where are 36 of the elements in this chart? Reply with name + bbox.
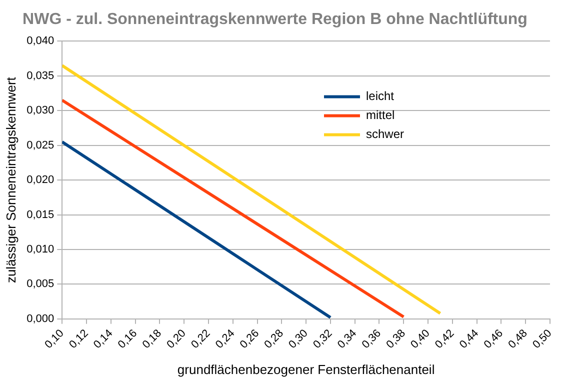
y-tick-label: 0,035 xyxy=(26,70,54,82)
x-tick-label: 0,24 xyxy=(214,327,238,352)
x-tick-label: 0,12 xyxy=(67,327,91,352)
legend-label: schwer xyxy=(366,127,404,142)
x-tick-label: 0,50 xyxy=(530,327,554,352)
x-tick-label: 0,28 xyxy=(262,327,286,352)
x-tick-label: 0,18 xyxy=(140,327,164,352)
y-tick-label: 0,015 xyxy=(26,208,54,221)
x-tick-label: 0,14 xyxy=(92,327,116,352)
x-tick-label: 0,46 xyxy=(482,327,506,352)
y-tick-label: 0,000 xyxy=(26,312,54,325)
x-tick-label: 0,40 xyxy=(408,327,432,352)
legend-label: mittel xyxy=(366,108,395,122)
chart-title: NWG - zul. Sonneneintragskennwerte Region B ohne Nachtlüftung xyxy=(22,11,528,28)
x-tick-label: 0,10 xyxy=(42,327,66,352)
y-tick-label: 0,040 xyxy=(26,35,54,48)
x-tick-label: 0,22 xyxy=(189,327,213,352)
legend-label: leicht xyxy=(366,89,395,104)
x-tick-label: 0,42 xyxy=(433,327,457,352)
x-tick-label: 0,20 xyxy=(164,327,188,352)
x-tick-label: 0,34 xyxy=(335,327,360,352)
x-tick-label: 0,32 xyxy=(311,327,335,352)
y-tick-label: 0,005 xyxy=(26,278,54,290)
x-tick-label: 0,36 xyxy=(360,327,384,352)
y-tick-label: 0,020 xyxy=(26,174,54,186)
x-tick-label: 0,38 xyxy=(384,327,408,352)
y-tick-label: 0,010 xyxy=(26,244,54,256)
x-tick-label: 0,44 xyxy=(457,327,482,352)
y-axis-title: zulässiger Sonneneintragskennwert xyxy=(3,76,18,284)
x-tick-label: 0,48 xyxy=(506,327,530,352)
y-tick-label: 0,030 xyxy=(26,104,54,117)
x-axis-title: grundflächenbezogener Fensterflächenanteil xyxy=(177,362,435,377)
y-tick-label: 0,025 xyxy=(26,139,54,152)
x-tick-label: 0,30 xyxy=(286,327,310,352)
x-tick-label: 0,16 xyxy=(116,327,140,352)
x-tick-label: 0,26 xyxy=(238,327,262,352)
